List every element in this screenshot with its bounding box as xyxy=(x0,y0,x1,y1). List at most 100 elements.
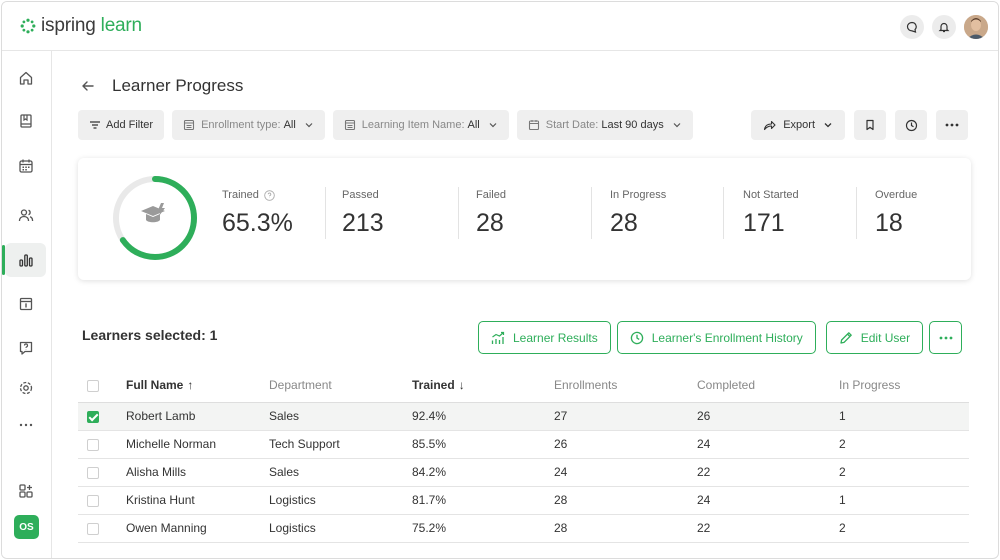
learner-results-button[interactable]: Learner Results xyxy=(478,321,611,354)
stat-trained: Trained 65.3% xyxy=(222,189,293,238)
stat-value: 18 xyxy=(875,209,903,237)
settings-icon xyxy=(19,381,32,395)
back-arrow-icon[interactable] xyxy=(80,78,96,94)
cell-department: Sales xyxy=(269,458,412,487)
stat-not-started: Not Started 171 xyxy=(743,189,799,238)
selection-actions: Learner Results Learner's Enrollment His… xyxy=(478,321,963,354)
help-circle-icon[interactable] xyxy=(264,189,275,201)
table-row[interactable]: Robert Lamb Sales 92.4% 27 26 1 xyxy=(78,402,969,431)
row-checkbox[interactable] xyxy=(87,438,99,451)
chart-up-icon xyxy=(491,331,505,344)
sidebar-item-reports[interactable] xyxy=(2,243,46,277)
cell-in-progress: 2 xyxy=(839,430,969,459)
chevron-down-icon xyxy=(673,123,681,128)
logo[interactable]: ispring learn xyxy=(20,15,142,37)
column-completed[interactable]: Completed xyxy=(697,369,839,403)
chevron-down-icon xyxy=(305,123,313,128)
stat-divider xyxy=(458,187,459,239)
sidebar-item-settings[interactable] xyxy=(5,371,46,405)
column-trained[interactable]: Trained ↓ xyxy=(412,369,554,403)
enrollment-type-filter[interactable]: Enrollment type: All xyxy=(172,110,325,140)
table-header-row: Full Name ↑ Department Trained ↓ Enrollmen… xyxy=(78,369,969,403)
bell-icon[interactable] xyxy=(932,15,956,39)
start-date-filter[interactable]: Start Date: Last 90 days xyxy=(516,110,693,140)
home-icon xyxy=(19,71,32,85)
calendar-icon xyxy=(528,120,539,131)
history-button[interactable] xyxy=(895,110,927,140)
enrollment-history-button[interactable]: Learner's Enrollment History xyxy=(616,321,816,354)
row-checkbox[interactable] xyxy=(87,410,99,423)
table-row[interactable]: Michelle Norman Tech Support 85.5% 26 24… xyxy=(78,430,969,459)
cell-completed: 22 xyxy=(697,458,839,487)
cell-name: Owen Manning xyxy=(126,514,269,543)
sidebar-item-calendar[interactable] xyxy=(5,149,46,183)
sidebar-item-help[interactable] xyxy=(5,331,46,365)
page-title: Learner Progress xyxy=(112,76,244,95)
cell-department: Logistics xyxy=(269,514,412,543)
more-actions-button[interactable] xyxy=(929,321,963,354)
form-icon xyxy=(344,119,355,131)
select-all-checkbox[interactable] xyxy=(87,380,99,393)
stat-label: Failed xyxy=(476,189,506,201)
sidebar-item-more[interactable] xyxy=(5,408,46,442)
sidebar-item-users[interactable] xyxy=(5,198,46,232)
sidebar-item-archive[interactable] xyxy=(5,287,46,321)
column-department[interactable]: Department xyxy=(269,369,412,403)
table-row[interactable]: Alisha Mills Sales 84.2% 24 22 2 xyxy=(78,458,969,487)
cell-in-progress: 2 xyxy=(839,514,969,543)
stat-passed: Passed 213 xyxy=(342,189,384,238)
stat-value: 65.3% xyxy=(222,209,293,237)
cell-department: Sales xyxy=(269,402,412,431)
users-icon xyxy=(18,209,33,222)
column-in-progress[interactable]: In Progress xyxy=(839,369,969,403)
learning-item-value: All xyxy=(467,119,480,131)
chevron-down-icon xyxy=(824,123,832,128)
filter-bar: Add Filter Enrollment type: All Learning … xyxy=(78,110,693,140)
stat-divider xyxy=(325,187,326,239)
user-avatar[interactable] xyxy=(964,15,988,39)
sidebar-item-home[interactable] xyxy=(5,61,46,95)
column-full-name[interactable]: Full Name ↑ xyxy=(126,369,269,403)
form-icon xyxy=(184,119,195,131)
column-label: Department xyxy=(269,378,332,393)
page-header: Learner Progress xyxy=(78,76,243,96)
table-row[interactable]: Owen Manning Logistics 75.2% 28 22 2 xyxy=(78,514,969,543)
column-label: Trained xyxy=(412,378,455,393)
cell-completed: 26 xyxy=(697,402,839,431)
stat-value: 213 xyxy=(342,209,384,237)
chat-icon[interactable] xyxy=(900,15,924,39)
row-checkbox[interactable] xyxy=(87,494,99,507)
user-initials-badge[interactable]: OS xyxy=(14,515,39,539)
more-options-button[interactable] xyxy=(936,110,968,140)
stat-label: Overdue xyxy=(875,189,918,201)
learning-item-filter[interactable]: Learning Item Name: All xyxy=(332,110,509,140)
trained-progress-ring xyxy=(113,176,197,260)
row-checkbox[interactable] xyxy=(87,466,99,479)
learning-item-label: Learning Item Name: xyxy=(361,119,465,131)
table-row[interactable]: Kristina Hunt Logistics 81.7% 28 24 1 xyxy=(78,486,969,515)
sort-up-icon: ↑ xyxy=(187,378,194,393)
bookmark-button[interactable] xyxy=(854,110,886,140)
export-button[interactable]: Export xyxy=(751,110,845,140)
cell-trained: 85.5% xyxy=(412,430,554,459)
add-filter-button[interactable]: Add Filter xyxy=(78,110,165,140)
sidebar-item-courses[interactable] xyxy=(5,104,46,138)
more-icon xyxy=(19,423,32,427)
stat-divider xyxy=(856,187,857,239)
column-enrollments[interactable]: Enrollments xyxy=(554,369,697,403)
cell-trained: 75.2% xyxy=(412,514,554,543)
row-checkbox[interactable] xyxy=(87,522,99,535)
column-label: Completed xyxy=(697,378,756,393)
stat-value: 28 xyxy=(610,209,638,237)
logo-primary-text: ispring xyxy=(41,15,96,36)
cell-completed: 24 xyxy=(697,430,839,459)
edit-user-button[interactable]: Edit User xyxy=(825,321,924,354)
cell-name: Alisha Mills xyxy=(126,458,269,487)
learner-results-label: Learner Results xyxy=(513,330,598,345)
cell-trained: 84.2% xyxy=(412,458,554,487)
stat-label: Not Started xyxy=(743,189,799,201)
sidebar-item-apps[interactable] xyxy=(5,474,46,508)
enrollment-history-label: Learner's Enrollment History xyxy=(651,330,803,345)
stat-divider xyxy=(591,187,592,239)
